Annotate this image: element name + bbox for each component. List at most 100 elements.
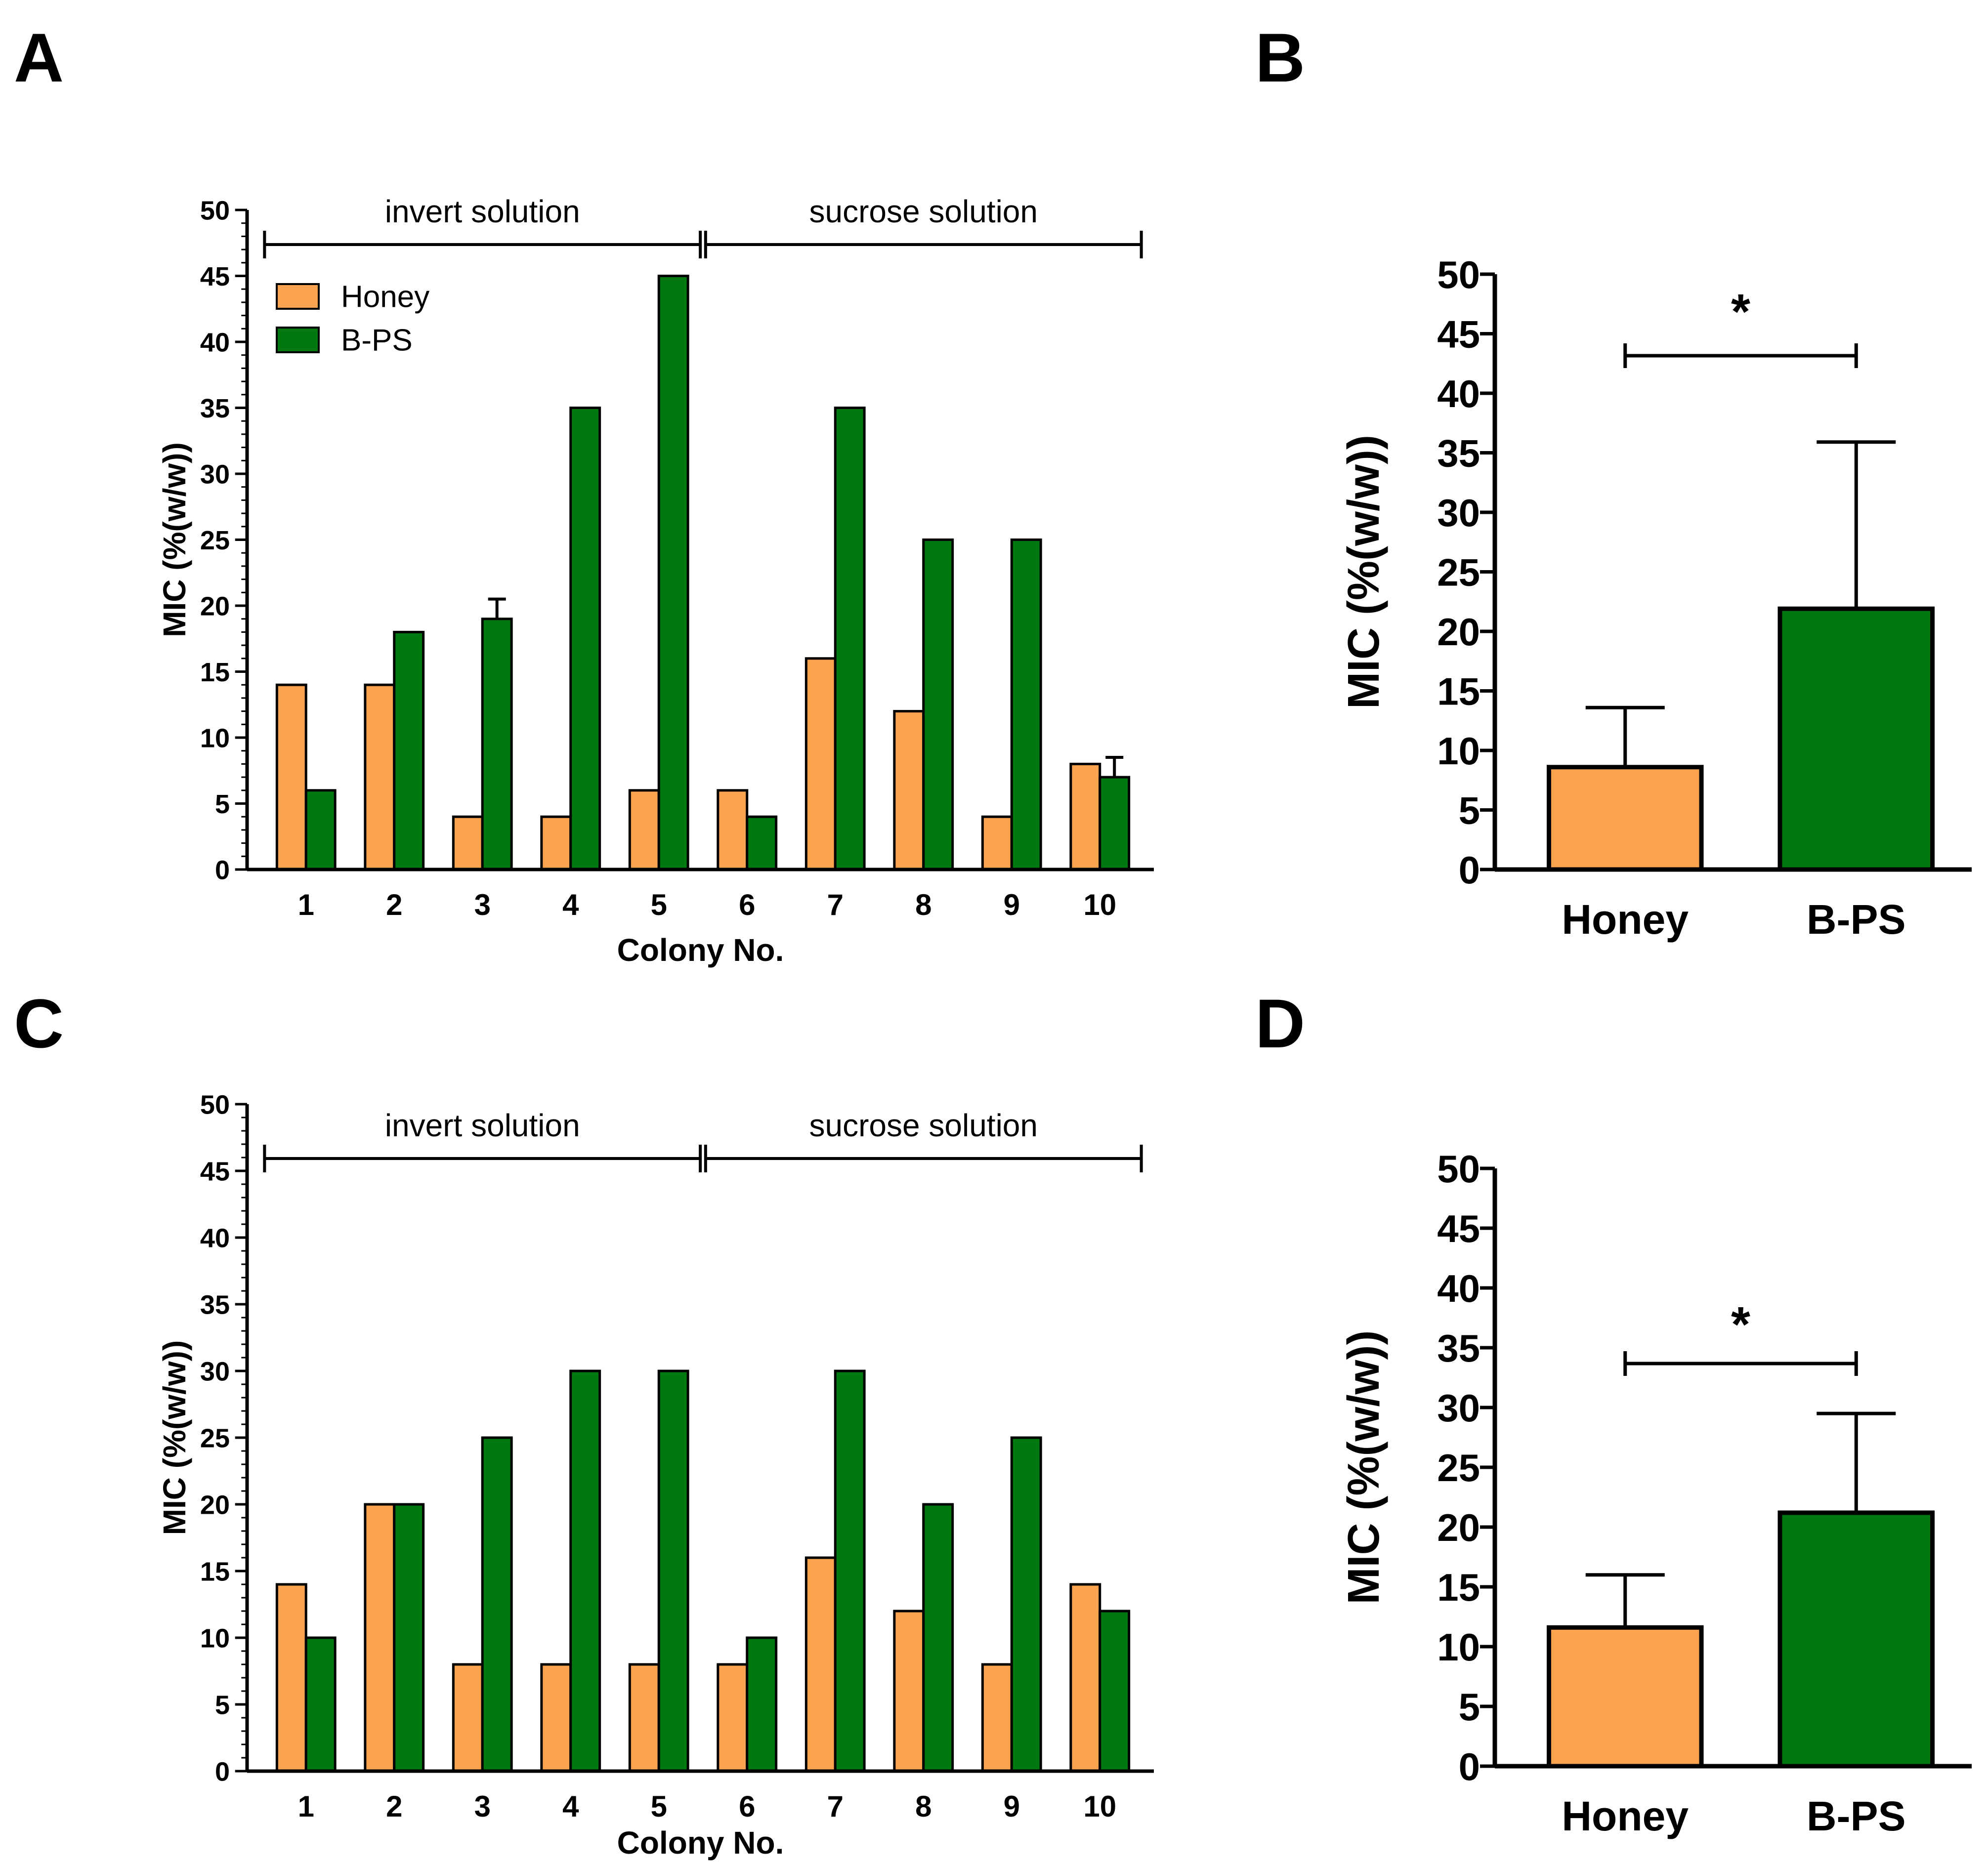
x-tick-label-3: 3 <box>474 1790 491 1823</box>
x-tick-label-8: 8 <box>915 1790 931 1823</box>
bar-bps-colony-4 <box>569 1369 601 1773</box>
x-tick-label-2: 2 <box>386 888 402 921</box>
legend-label-bps: B-PS <box>341 324 413 358</box>
x-tick-label-9: 9 <box>1004 888 1020 921</box>
panel-letter-a: A <box>14 19 64 96</box>
x-tick-label-6: 6 <box>739 888 755 921</box>
y-tick-label-45: 45 <box>1437 313 1480 356</box>
bar-bps-colony-7 <box>834 407 866 871</box>
x-tick-label-9: 9 <box>1004 1790 1020 1823</box>
x-tick-label-honey: Honey <box>1562 896 1689 943</box>
y-tick-label-45: 45 <box>200 1157 230 1186</box>
y-tick-label-15: 15 <box>1437 670 1480 713</box>
x-tick-label-5: 5 <box>651 888 667 921</box>
y-tick-label-5: 5 <box>1459 1685 1480 1729</box>
y-tick-label-40: 40 <box>1437 1267 1480 1310</box>
x-tick-label-5: 5 <box>651 1790 667 1823</box>
bar-honey-colony-9 <box>981 1663 1013 1773</box>
y-tick-label-25: 25 <box>1437 551 1480 594</box>
y-tick-label-0: 0 <box>1459 848 1480 892</box>
x-tick-label-4: 4 <box>562 1790 579 1823</box>
bar-honey-colony-2 <box>364 1503 396 1773</box>
bar-honey-colony-9 <box>981 815 1013 871</box>
x-tick-label-7: 7 <box>827 888 844 921</box>
y-tick-label-50: 50 <box>200 196 230 225</box>
x-tick-label-1: 1 <box>298 1790 314 1823</box>
chart-d: Honey B-PS 0 5 10 15 20 25 30 35 40 45 50 MIC (%(w/w)… <box>1339 1147 1972 1839</box>
legend-swatch-bps <box>276 327 320 353</box>
y-tick-label-40: 40 <box>1437 372 1480 415</box>
bar-bps-colony-9 <box>1010 538 1042 871</box>
bar-bps-colony-1 <box>304 1636 337 1773</box>
bar-bps-colony-8 <box>922 538 954 871</box>
y-tick-label-35: 35 <box>1437 1326 1480 1370</box>
bar-bps-colony-5 <box>657 275 689 871</box>
bar-honey-colony-1 <box>275 683 307 871</box>
bar-bps-colony-8 <box>922 1503 954 1773</box>
bar-bps <box>1777 606 1935 872</box>
y-tick-label-25: 25 <box>200 526 230 555</box>
chart-b: Honey B-PS 0 5 10 15 20 25 30 35 40 45 50 MIC (%(w/w)… <box>1339 253 1972 943</box>
y-tick-label-45: 45 <box>200 262 230 291</box>
bar-bps-colony-3 <box>481 618 513 871</box>
y-tick-label-10: 10 <box>1437 1625 1480 1669</box>
y-tick-label-0: 0 <box>215 1757 230 1786</box>
y-tick-label-30: 30 <box>1437 491 1480 535</box>
bar-bps-colony-9 <box>1010 1436 1042 1773</box>
bar-honey-colony-4 <box>540 815 572 871</box>
x-tick-label-7: 7 <box>827 1790 844 1823</box>
bar-honey-colony-8 <box>893 710 925 871</box>
bar-honey-colony-6 <box>717 789 749 871</box>
bar-bps-colony-10 <box>1099 776 1131 871</box>
y-tick-label-5: 5 <box>1459 789 1480 832</box>
y-axis-label: MIC (%(w/w)) <box>1339 435 1389 709</box>
bar-honey-colony-8 <box>893 1610 925 1773</box>
y-tick-label-25: 25 <box>200 1423 230 1453</box>
x-tick-label-1: 1 <box>298 888 314 921</box>
bar-bps-colony-6 <box>746 1636 778 1773</box>
y-tick-label-35: 35 <box>200 1290 230 1320</box>
x-tick-label-3: 3 <box>474 888 491 921</box>
y-tick-label-10: 10 <box>200 723 230 753</box>
bar-honey-colony-6 <box>717 1663 749 1773</box>
y-tick-label-10: 10 <box>200 1623 230 1653</box>
y-axis-label: MIC (%(w/w)) <box>1339 1330 1389 1605</box>
bar-bps-colony-10 <box>1099 1610 1131 1773</box>
x-tick-label-10: 10 <box>1083 1790 1116 1823</box>
group-label-1: sucrose solution <box>809 1108 1038 1143</box>
y-tick-label-20: 20 <box>200 591 230 621</box>
group-label-0: invert solution <box>385 1108 580 1143</box>
y-tick-label-0: 0 <box>215 855 230 885</box>
bar-honey-colony-1 <box>275 1583 307 1773</box>
x-tick-label-10: 10 <box>1083 888 1116 921</box>
significance-star: * <box>1731 284 1750 339</box>
legend-label-honey: Honey <box>341 280 429 314</box>
bar-honey-colony-4 <box>540 1663 572 1773</box>
x-tick-label-honey: Honey <box>1562 1793 1689 1839</box>
y-tick-label-50: 50 <box>200 1090 230 1119</box>
x-axis-label: Colony No. <box>617 1825 784 1861</box>
x-tick-label-8: 8 <box>915 888 931 921</box>
y-tick-label-0: 0 <box>1459 1745 1480 1788</box>
bar-honey-colony-2 <box>364 683 396 871</box>
x-tick-label-4: 4 <box>562 888 579 921</box>
y-tick-label-20: 20 <box>1437 610 1480 654</box>
y-axis-label: MIC (%(w/w)) <box>157 442 192 637</box>
panel-letter-d: D <box>1255 985 1305 1062</box>
y-tick-label-50: 50 <box>1437 253 1480 296</box>
y-tick-label-35: 35 <box>200 394 230 423</box>
y-tick-label-30: 30 <box>200 459 230 489</box>
y-tick-label-50: 50 <box>1437 1147 1480 1191</box>
y-tick-label-15: 15 <box>1437 1566 1480 1609</box>
bar-honey-colony-5 <box>628 1663 660 1773</box>
y-tick-label-35: 35 <box>1437 432 1480 475</box>
y-tick-label-40: 40 <box>200 328 230 357</box>
y-tick-label-20: 20 <box>200 1490 230 1520</box>
y-tick-label-20: 20 <box>1437 1506 1480 1549</box>
bar-honey <box>1546 1625 1704 1769</box>
bar-bps-colony-5 <box>657 1369 689 1773</box>
bar-honey-colony-7 <box>804 1556 837 1773</box>
